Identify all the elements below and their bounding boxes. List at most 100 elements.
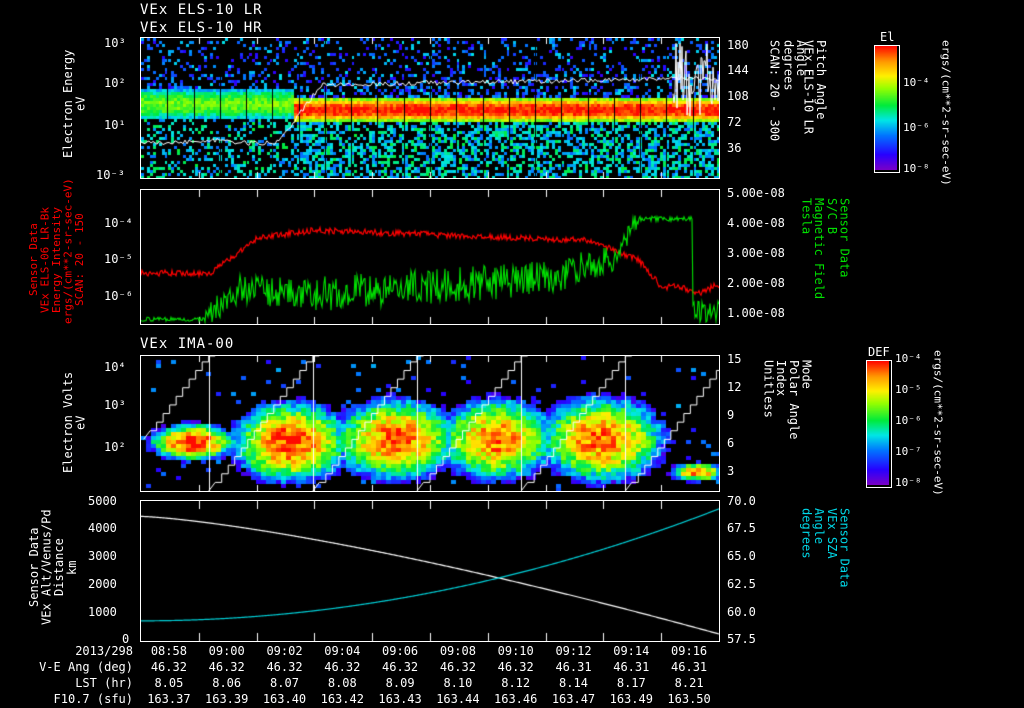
footer-cell: 46.31 [555, 660, 592, 674]
panel1-left-tick-3: 10⁻³ [96, 168, 125, 182]
panel4-plot[interactable] [140, 500, 720, 642]
footer-cell: 163.49 [609, 692, 653, 706]
footer-cell: 09:00 [208, 644, 245, 658]
panel3-colorbar-tick-3: 10⁻⁷ [895, 445, 922, 458]
panel2-right-tick-0: 5.00e-08 [727, 186, 785, 200]
panel1-left-tick-2: 10¹ [104, 118, 126, 132]
panel2-lines-canvas [141, 190, 719, 324]
panel3-right-axis-label: Mode Polar Angle Index Unitless [761, 360, 814, 440]
panel4-lines-canvas [141, 501, 719, 641]
footer-cell: 46.32 [324, 660, 361, 674]
footer-cell: 09:16 [671, 644, 708, 658]
footer-cell: 09:14 [613, 644, 650, 658]
panel3-colorbar-tick-1: 10⁻⁵ [895, 383, 922, 396]
footer-cell: 46.32 [266, 660, 303, 674]
panel2-right-tick-3: 2.00e-08 [727, 276, 785, 290]
footer-cell: 46.31 [613, 660, 650, 674]
footer-cell: 8.09 [385, 676, 415, 690]
footer-cell: 163.39 [205, 692, 249, 706]
panel3-right-tick-0: 15 [727, 352, 742, 366]
panel3-colorbar[interactable] [866, 360, 892, 488]
footer-cell: 09:08 [439, 644, 476, 658]
panel1-spectrogram-canvas [141, 38, 719, 178]
footer-cell: 08:58 [150, 644, 187, 658]
footer-cell: 09:12 [555, 644, 592, 658]
panel3-colorbar-tick-4: 10⁻⁸ [895, 476, 922, 489]
footer-cell: 8.14 [559, 676, 588, 690]
panel1-colorbar-tick-1: 10⁻⁶ [903, 121, 930, 134]
panel3-left-tick-0: 10⁴ [104, 360, 126, 374]
panel1-colorbar-unit: ergs/(cm**2-sr-sec-eV) [939, 40, 953, 186]
panel1-right-axis-sub: Angle degrees [781, 40, 809, 91]
panel2-right-tick-1: 4.00e-08 [727, 216, 785, 230]
panel4-right-tick-5: 57.5 [727, 632, 756, 646]
footer-cell: 8.10 [443, 676, 473, 690]
footer-cell: 8.06 [212, 676, 242, 690]
panel3-right-tick-1: 12 [727, 380, 742, 394]
panel1-title-line1: VEx ELS-10 LR [140, 2, 263, 18]
footer-cell: 8.05 [154, 676, 184, 690]
panel1-right-axis-label: Pitch Angle VEx ELS-10 LR [801, 40, 829, 134]
footer-cell: 46.31 [671, 660, 708, 674]
panel1-right-tick-1: 144 [727, 63, 749, 77]
panel1-title-line2: VEx ELS-10 HR [140, 20, 263, 36]
footer-cell: 09:10 [497, 644, 534, 658]
panel1-left-axis-label: Electron Energy eV [61, 49, 88, 159]
panel2-left-axis-label: Sensor Data VEx ELS-06 LR-Bk Energy Inte… [27, 178, 87, 324]
panel1-colorbar[interactable] [874, 45, 900, 173]
panel1-right-tick-0: 180 [727, 38, 749, 52]
panel3-spectrogram-canvas [141, 356, 719, 491]
panel1-colorbar-tick-0: 10⁻⁴ [903, 76, 930, 89]
panel1-right-axis-scan: SCAN: 20 - 300 [767, 40, 782, 142]
footer-row-label: 2013/298 [75, 644, 133, 658]
panel3-title: VEx IMA-00 [140, 336, 235, 352]
panel4-left-tick-2: 3000 [88, 549, 117, 563]
panel1-right-tick-2: 108 [727, 89, 749, 103]
panel3-right-tick-4: 3 [727, 464, 735, 478]
footer-cell: 46.32 [382, 660, 419, 674]
panel2-left-tick-2: 10⁻⁶ [104, 289, 133, 303]
footer-cell: 8.08 [327, 676, 357, 690]
panel1-left-tick-0: 10³ [104, 36, 126, 50]
panel3-right-tick-3: 6 [727, 436, 735, 450]
panel4-left-tick-4: 1000 [88, 605, 117, 619]
footer-cell: 163.44 [436, 692, 480, 706]
panel4-right-tick-4: 60.0 [727, 605, 756, 619]
panel4-left-tick-5: 0 [122, 632, 130, 646]
footer-cell: 09:04 [324, 644, 361, 658]
panel3-colorbar-tick-0: 10⁻⁴ [895, 352, 922, 365]
panel4-left-tick-0: 5000 [88, 494, 117, 508]
panel2-right-axis-label: Sensor Data S/C B Magnetic Field Tesla [799, 198, 852, 300]
panel4-right-tick-0: 70.0 [727, 494, 756, 508]
panel4-left-tick-3: 2000 [88, 577, 117, 591]
footer-cell: 46.32 [150, 660, 187, 674]
panel3-colorbar-unit: ergs/(cm**2-sr-sec-eV) [931, 350, 945, 496]
panel2-plot[interactable] [140, 189, 720, 325]
footer-data-table: 2013/298 08:58 09:00 09:02 09:04 09:06 09:08 09… [0, 644, 760, 706]
panel1-plot[interactable] [140, 37, 720, 179]
panel3-left-tick-2: 10² [104, 440, 126, 454]
panel2-right-tick-4: 1.00e-08 [727, 306, 785, 320]
footer-cell: 8.17 [616, 676, 646, 690]
footer-cell: 163.46 [494, 692, 538, 706]
panel1-colorbar-gradient [875, 46, 897, 170]
panel3-left-axis-label: Electron Volts eV [61, 371, 88, 474]
footer-cell: 09:02 [266, 644, 303, 658]
footer-cell: 163.50 [667, 692, 711, 706]
panel3-right-tick-2: 9 [727, 408, 735, 422]
panel3-plot[interactable] [140, 355, 720, 492]
footer-row-label: F10.7 (sfu) [53, 692, 133, 706]
footer-cell: 8.12 [501, 676, 531, 690]
panel1-colorbar-title: El [880, 30, 895, 44]
panel3-colorbar-tick-2: 10⁻⁶ [895, 414, 922, 427]
panel4-right-tick-3: 62.5 [727, 577, 756, 591]
panel1-colorbar-tick-2: 10⁻⁸ [903, 162, 930, 175]
footer-cell: 8.21 [674, 676, 704, 690]
panel1-right-tick-4: 36 [727, 141, 742, 155]
footer-cell: 163.40 [262, 692, 307, 706]
footer-cell: 163.47 [551, 692, 596, 706]
panel4-left-axis-label: Sensor Data VEx Alt/Venus/Pd Distance km [27, 509, 79, 626]
panel1-right-tick-3: 72 [727, 115, 742, 129]
footer-cell: 46.32 [208, 660, 245, 674]
